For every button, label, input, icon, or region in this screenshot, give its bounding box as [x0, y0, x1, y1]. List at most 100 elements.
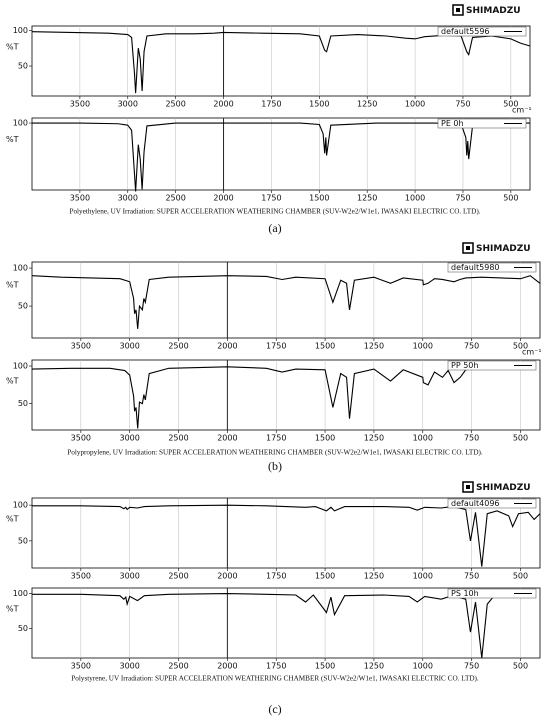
spectrum-line — [31, 366, 472, 429]
plot-frame — [31, 261, 541, 339]
x-tick-label: 2000 — [217, 572, 237, 581]
panel-label: (b) — [268, 459, 282, 473]
x-tick-label: 1500 — [315, 572, 335, 581]
y-axis-label: %T — [6, 377, 19, 386]
logo-text: SHIMADZU — [476, 244, 531, 254]
legend-box — [437, 118, 527, 129]
y-tick-label: 100 — [13, 589, 28, 598]
logo-text: SHIMADZU — [476, 483, 531, 493]
x-tick-label: 1000 — [413, 342, 433, 351]
x-axis-label: cm⁻¹ — [522, 348, 542, 357]
x-tick-label: 1500 — [315, 662, 335, 671]
y-tick-label: 50 — [18, 536, 28, 545]
logo-b — [462, 242, 474, 254]
x-tick-label: 750 — [464, 342, 479, 351]
x-tick-label: 2500 — [168, 662, 188, 671]
x-tick-label: 500 — [503, 194, 518, 203]
x-tick-label: 3000 — [118, 194, 138, 203]
x-tick-label: 3500 — [71, 434, 91, 443]
y-tick-label: 100 — [13, 26, 28, 35]
panel-label: (a) — [268, 221, 281, 235]
x-tick-label: 3500 — [70, 100, 90, 109]
x-tick-label: 2500 — [168, 342, 188, 351]
x-tick-label: 3500 — [71, 342, 91, 351]
legend-label: PP 50h — [451, 361, 478, 370]
x-tick-label: 750 — [464, 662, 479, 671]
y-axis-label: %T — [6, 515, 19, 524]
x-tick-label: 1250 — [364, 342, 384, 351]
y-axis-label: %T — [6, 135, 19, 144]
y-tick-label: 50 — [18, 399, 28, 408]
x-tick-label: 1750 — [261, 100, 281, 109]
x-tick-label: 2500 — [165, 100, 185, 109]
x-tick-label: 2000 — [217, 434, 237, 443]
x-tick-label: 1000 — [405, 194, 425, 203]
y-tick-label: 50 — [18, 624, 28, 633]
x-tick-label: 500 — [513, 662, 528, 671]
x-tick-label: 1750 — [266, 662, 286, 671]
legend-box — [437, 26, 527, 37]
x-tick-label: 2000 — [217, 662, 237, 671]
x-tick-label: 2000 — [213, 100, 233, 109]
y-tick-label: 50 — [18, 302, 28, 311]
y-tick-label: 100 — [13, 362, 28, 371]
y-tick-label: 50 — [18, 62, 28, 71]
spectrum-line — [31, 31, 531, 94]
x-tick-label: 1750 — [266, 572, 286, 581]
x-tick-label: 2000 — [213, 194, 233, 203]
caption: Polystyrene, UV Irradiation: SUPER ACCEL… — [71, 675, 479, 683]
x-tick-label: 2500 — [168, 572, 188, 581]
x-tick-label: 1000 — [413, 434, 433, 443]
caption: Polyethylene, UV Irradiation: SUPER ACCE… — [69, 208, 480, 216]
x-tick-label: 500 — [513, 572, 528, 581]
y-tick-label: 100 — [13, 264, 28, 273]
x-tick-label: 3500 — [71, 662, 91, 671]
x-tick-label: 3000 — [120, 662, 140, 671]
x-tick-label: 3000 — [118, 100, 138, 109]
plot-frame — [31, 587, 541, 659]
x-tick-label: 3000 — [120, 572, 140, 581]
legend-label: PS 10h — [451, 589, 479, 598]
x-tick-label: 1000 — [413, 662, 433, 671]
y-tick-label: 100 — [13, 119, 28, 128]
x-tick-label: 2500 — [165, 194, 185, 203]
legend-label: default5980 — [451, 263, 500, 272]
x-tick-label: 500 — [513, 434, 528, 443]
x-tick-label: 3500 — [70, 194, 90, 203]
x-tick-label: 1250 — [364, 662, 384, 671]
panel-label: (c) — [268, 702, 281, 716]
x-tick-label: 1750 — [266, 434, 286, 443]
x-tick-label: 1750 — [266, 342, 286, 351]
x-tick-label: 500 — [503, 100, 518, 109]
x-tick-label: 3000 — [120, 342, 140, 351]
legend-label: default4096 — [451, 499, 500, 508]
plot-frame — [31, 117, 531, 191]
y-axis-label: %T — [6, 605, 19, 614]
x-tick-label: 500 — [513, 342, 528, 351]
x-tick-label: 1250 — [364, 434, 384, 443]
logo-c — [462, 481, 474, 493]
x-tick-label: 1000 — [413, 572, 433, 581]
x-tick-label: 1250 — [357, 100, 377, 109]
x-tick-label: 750 — [464, 434, 479, 443]
logo-a — [452, 4, 464, 16]
y-axis-label: %T — [6, 280, 19, 289]
x-axis-label: cm⁻¹ — [512, 106, 532, 115]
x-tick-label: 1250 — [357, 194, 377, 203]
spectrum-line — [31, 275, 541, 329]
plot-frame — [31, 497, 541, 569]
plot-frame — [31, 359, 541, 431]
legend-label: default5596 — [441, 27, 490, 36]
x-tick-label: 3000 — [120, 434, 140, 443]
x-tick-label: 1750 — [261, 194, 281, 203]
x-tick-label: 1500 — [309, 194, 329, 203]
x-tick-label: 1500 — [315, 342, 335, 351]
plot-frame — [31, 25, 531, 97]
x-tick-label: 3500 — [71, 572, 91, 581]
caption: Polypropylene, UV Irradiation: SUPER ACC… — [67, 449, 483, 457]
legend-label: PE 0h — [441, 119, 464, 128]
spectrum-line — [32, 122, 530, 192]
x-tick-label: 1000 — [405, 100, 425, 109]
x-tick-label: 2000 — [217, 342, 237, 351]
x-tick-label: 750 — [455, 100, 470, 109]
